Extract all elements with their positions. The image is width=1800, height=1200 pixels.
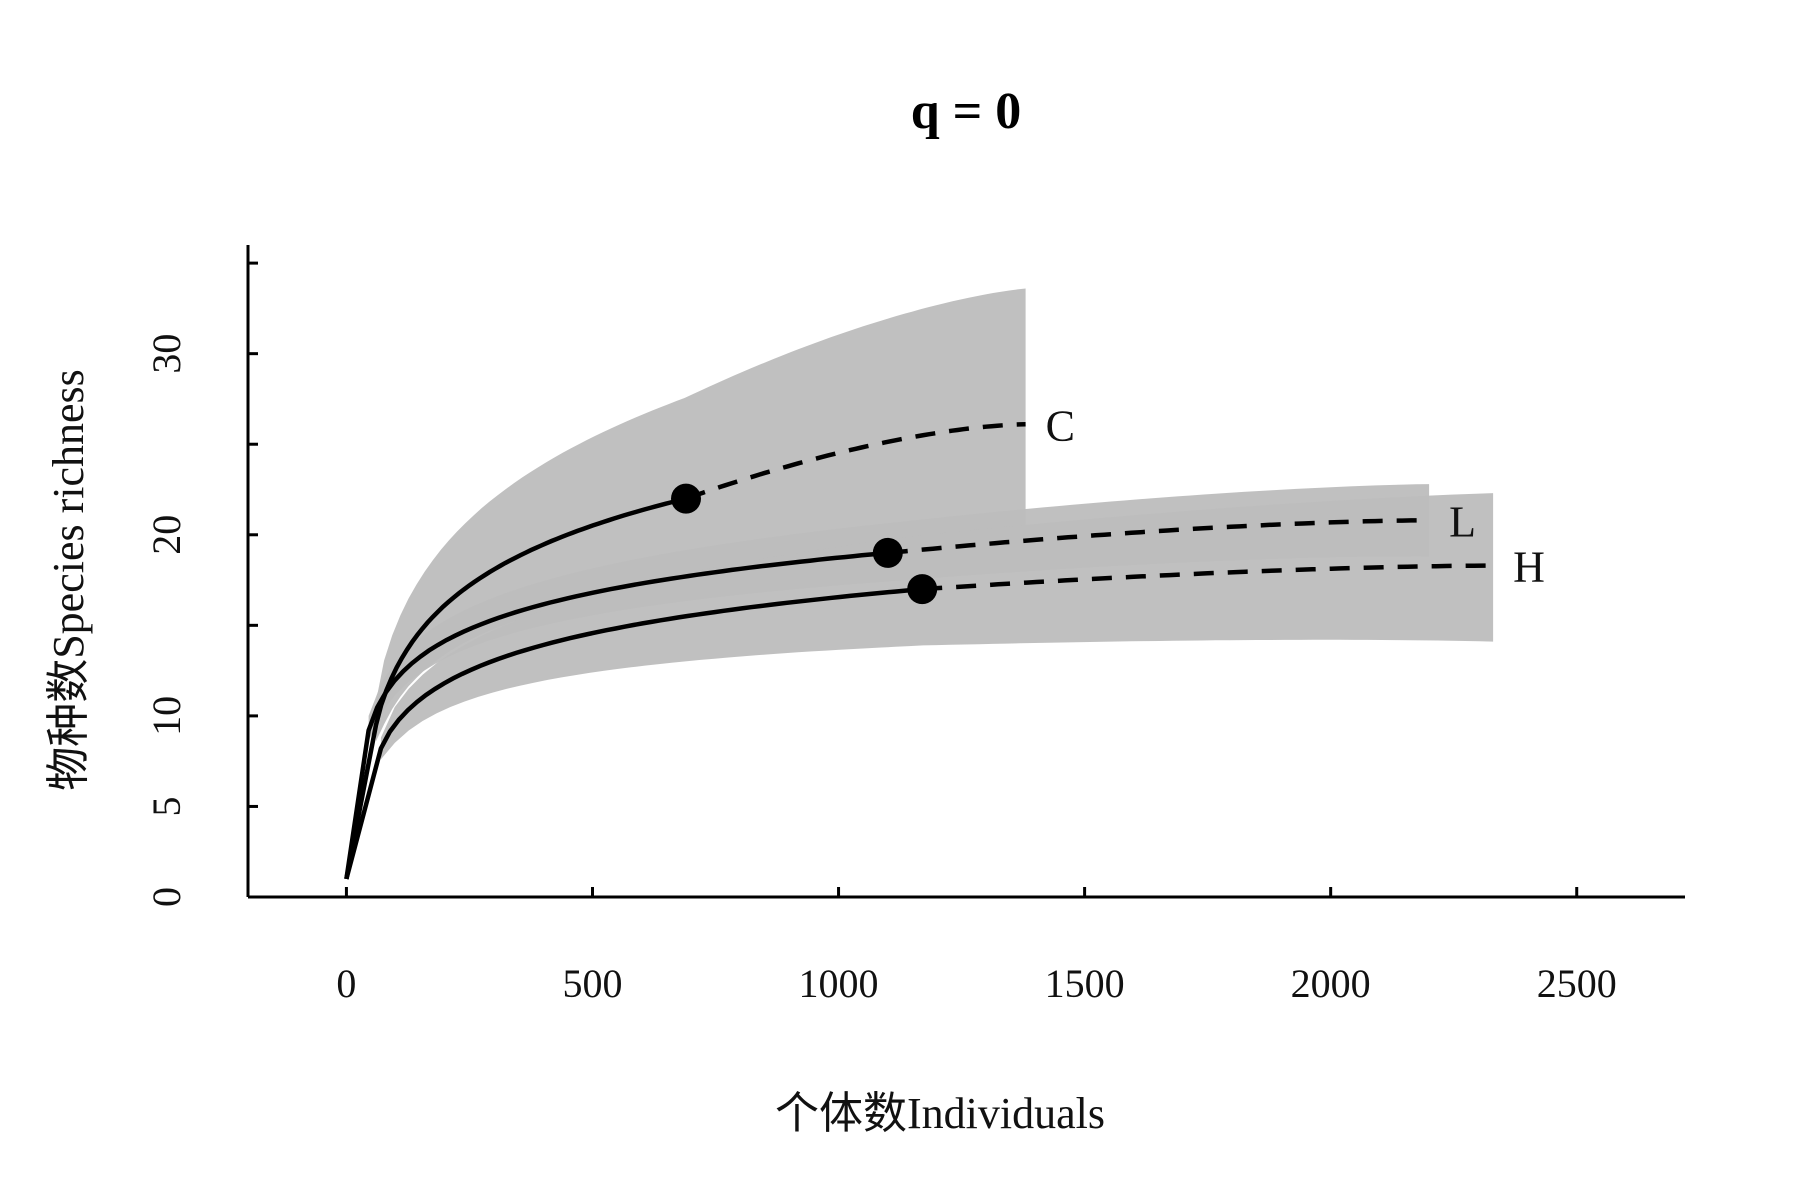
- extrapolation-line-H: [922, 563, 1494, 592]
- y-tick-label-20: 20: [144, 515, 189, 555]
- y-tick-label-0: 0: [144, 887, 189, 907]
- y-axis: 0 5 10 20 30: [144, 245, 258, 907]
- y-tick-label-5: 5: [144, 796, 189, 816]
- series-label-L: L: [1449, 497, 1476, 546]
- observed-point-C: [671, 483, 701, 514]
- series-label-C: C: [1046, 401, 1075, 450]
- rarefaction-line-H: [344, 586, 923, 880]
- x-tick-label-2000: 2000: [1291, 961, 1371, 1006]
- chart-title: q = 0: [911, 83, 1022, 140]
- rarefaction-line-L: [344, 550, 889, 880]
- confidence-band-C: [376, 288, 1026, 742]
- observed-point-H: [907, 574, 938, 605]
- y-tick-label-30: 30: [144, 334, 189, 374]
- y-tick-label-10: 10: [144, 696, 189, 736]
- y-axis-label: 物种数Species richness: [44, 369, 93, 791]
- extrapolation-line-C: [685, 422, 1026, 501]
- x-axis: 0 500 1000 1500 2000 2500: [248, 887, 1685, 1006]
- x-tick-label-500: 500: [562, 961, 622, 1006]
- series-label-H: H: [1513, 543, 1545, 592]
- x-tick-label-2500: 2500: [1537, 961, 1617, 1006]
- plot-area: C LH: [344, 288, 1545, 880]
- observed-point-L: [872, 537, 903, 568]
- x-axis-label: 个体数Individuals: [775, 1089, 1105, 1138]
- x-tick-label-1000: 1000: [799, 961, 879, 1006]
- x-tick-label-1500: 1500: [1045, 961, 1125, 1006]
- x-tick-label-0: 0: [336, 961, 356, 1006]
- rarefaction-line-C: [344, 496, 687, 880]
- extrapolation-line-L: [887, 518, 1430, 556]
- confidence-band-H: [380, 493, 1494, 760]
